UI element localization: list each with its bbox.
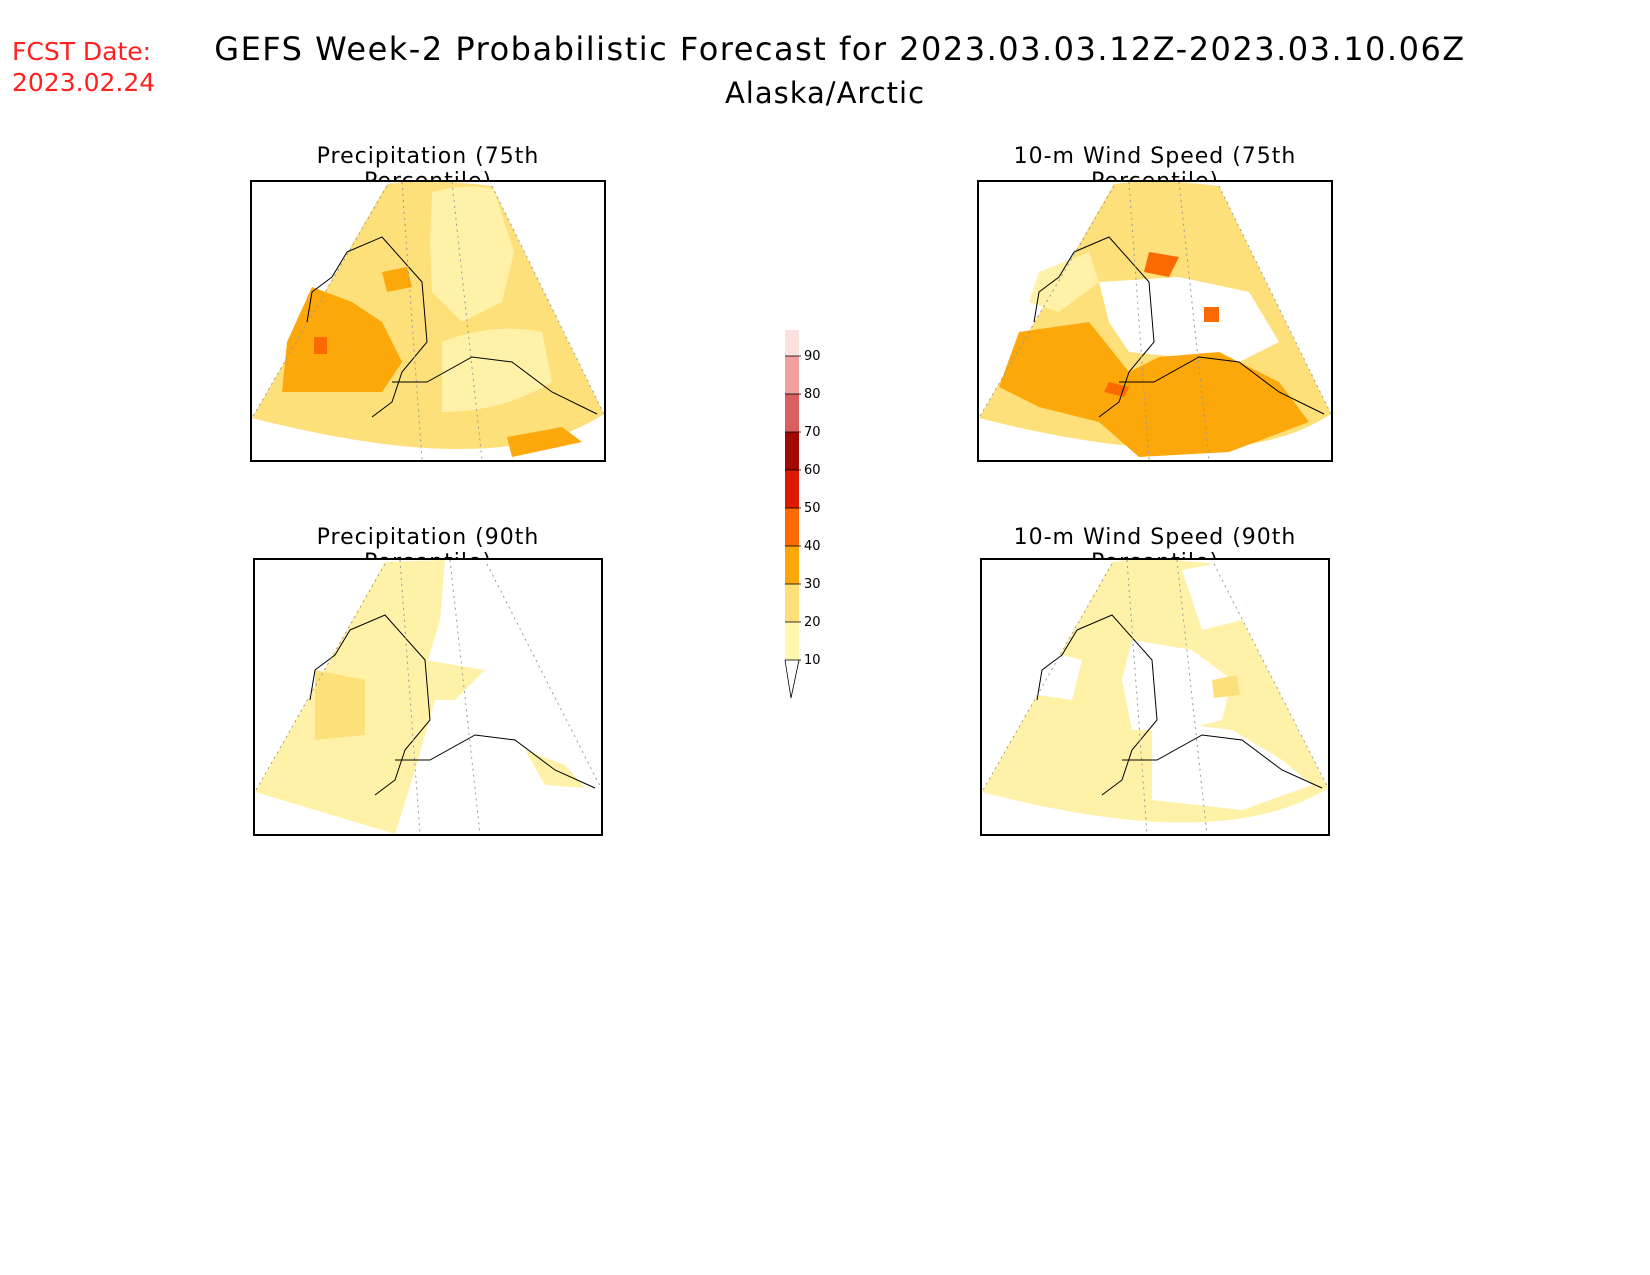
dark-orange-spot bbox=[1144, 252, 1179, 277]
light-region bbox=[425, 660, 485, 700]
fcst-label: FCST Date: bbox=[12, 37, 152, 66]
colorbar-swatch bbox=[785, 470, 799, 508]
colorbar-tick-label: 50 bbox=[804, 501, 821, 516]
orange-region bbox=[999, 322, 1309, 457]
colorbar-swatch bbox=[785, 356, 799, 394]
white-region bbox=[1182, 564, 1242, 630]
colorbar-tick-label: 20 bbox=[804, 615, 821, 630]
coastline bbox=[1036, 629, 1078, 701]
colorbar-tick-label: 10 bbox=[804, 653, 821, 668]
colorbar-swatch bbox=[785, 508, 799, 546]
coastline bbox=[309, 629, 351, 701]
colorbar-swatch bbox=[785, 584, 799, 622]
coastline bbox=[1076, 614, 1323, 796]
map-panel-wind-75 bbox=[977, 180, 1333, 462]
orange-region bbox=[507, 427, 582, 457]
dark-orange-spot bbox=[314, 337, 327, 354]
fcst-date: 2023.02.24 bbox=[12, 68, 156, 97]
orange-region bbox=[382, 267, 412, 292]
white-region bbox=[1037, 650, 1082, 700]
graticule bbox=[979, 182, 1331, 460]
map-precip-75 bbox=[252, 182, 604, 460]
colorbar: 10 20 30 40 50 60 70 80 90 bbox=[784, 330, 821, 699]
yellow-region bbox=[1212, 675, 1240, 698]
dark-orange-spot bbox=[1104, 382, 1129, 397]
colorbar-swatch bbox=[785, 330, 799, 356]
light-region bbox=[1029, 252, 1099, 312]
coastline bbox=[306, 251, 348, 323]
white-region bbox=[1122, 640, 1232, 730]
colorbar-tick-label: 90 bbox=[804, 349, 821, 364]
colorbar-swatch bbox=[785, 432, 799, 470]
page-subtitle: Alaska/Arctic bbox=[724, 76, 926, 110]
colorbar-swatch bbox=[785, 546, 799, 584]
coastline bbox=[1033, 251, 1075, 323]
light-region bbox=[442, 328, 552, 412]
colorbar-swatch bbox=[785, 622, 799, 660]
colorbar-swatch bbox=[785, 394, 799, 432]
colorbar-tick-label: 30 bbox=[804, 577, 821, 592]
map-wind-75 bbox=[979, 182, 1331, 460]
map-wind-90 bbox=[982, 560, 1328, 834]
orange-region bbox=[282, 287, 402, 392]
colorbar-tick-label: 80 bbox=[804, 387, 821, 402]
page-title: GEFS Week-2 Probabilistic Forecast for 2… bbox=[214, 30, 1466, 68]
light-region bbox=[525, 750, 585, 788]
graticule bbox=[252, 182, 604, 460]
colorbar-tick-label: 60 bbox=[804, 463, 821, 478]
map-panel-precip-90 bbox=[253, 558, 603, 836]
coastline bbox=[349, 614, 596, 796]
white-region bbox=[1152, 720, 1312, 810]
colorbar-tick-label: 40 bbox=[804, 539, 821, 554]
light-region bbox=[430, 186, 514, 322]
colorbar-bottom-cap bbox=[784, 659, 800, 699]
map-precip-90 bbox=[255, 560, 601, 834]
yellow-region bbox=[315, 670, 365, 740]
coastline bbox=[346, 236, 598, 418]
white-region bbox=[1099, 277, 1279, 362]
map-panel-wind-90 bbox=[980, 558, 1330, 836]
coastline bbox=[1073, 236, 1325, 418]
dark-orange-spot bbox=[1204, 307, 1219, 322]
colorbar-tick-label: 70 bbox=[804, 425, 821, 440]
map-panel-precip-75 bbox=[250, 180, 606, 462]
fcst-date-block: FCST Date: 2023.02.24 bbox=[12, 36, 155, 98]
